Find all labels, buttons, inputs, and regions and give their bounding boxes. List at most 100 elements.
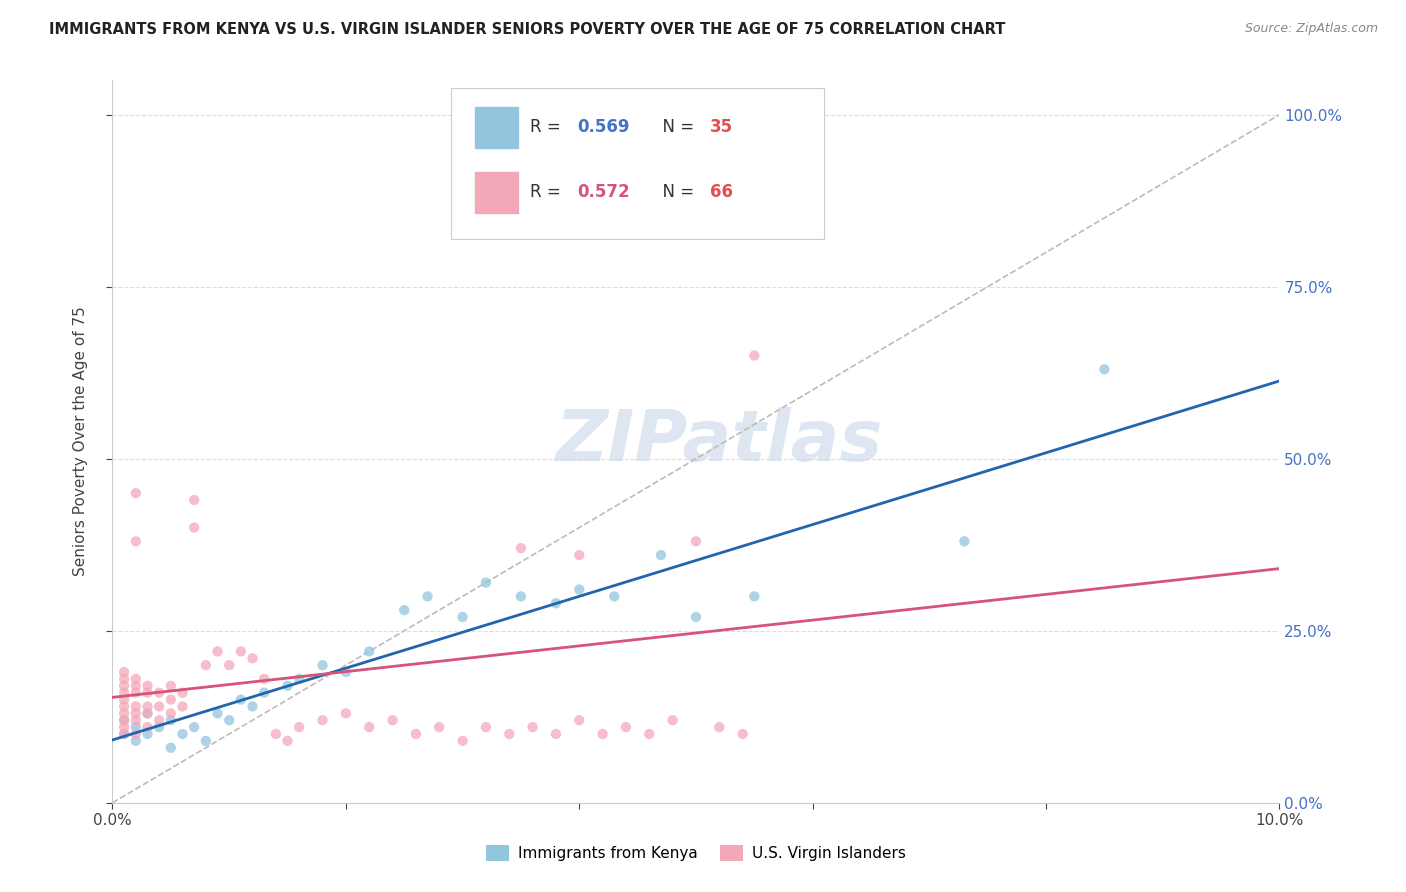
Point [509, 541, 531, 556]
Point [359, 720, 381, 734]
Point [475, 720, 498, 734]
Point [685, 534, 707, 549]
Point [381, 713, 404, 727]
Point [183, 493, 205, 508]
Text: IMMIGRANTS FROM KENYA VS U.S. VIRGIN ISLANDER SENIORS POVERTY OVER THE AGE OF 75: IMMIGRANTS FROM KENYA VS U.S. VIRGIN ISL… [49, 22, 1005, 37]
Point [160, 692, 183, 706]
Point [229, 692, 252, 706]
Point [522, 720, 544, 734]
Point [592, 727, 614, 741]
Point [509, 590, 531, 604]
Point [136, 686, 159, 700]
Point [650, 548, 672, 562]
Point [731, 727, 754, 741]
Point [1094, 362, 1116, 376]
Point [242, 651, 264, 665]
Point [183, 520, 205, 534]
Point [742, 197, 765, 211]
Text: 66: 66 [710, 183, 733, 202]
Point [311, 713, 333, 727]
Point [112, 713, 135, 727]
Point [136, 720, 159, 734]
Point [125, 486, 148, 500]
Point [112, 727, 135, 741]
Point [288, 672, 311, 686]
Point [125, 734, 148, 748]
Point [136, 706, 159, 721]
Point [253, 686, 276, 700]
Point [194, 734, 217, 748]
Point [311, 658, 333, 673]
Point [112, 713, 135, 727]
Point [288, 720, 311, 734]
Point [183, 720, 205, 734]
Point [136, 727, 159, 741]
Point [194, 658, 217, 673]
Point [125, 699, 148, 714]
Point [160, 679, 183, 693]
Point [125, 713, 148, 727]
Text: 0.572: 0.572 [576, 183, 630, 202]
Point [229, 644, 252, 658]
Text: N =: N = [651, 119, 699, 136]
Point [112, 686, 135, 700]
Point [136, 679, 159, 693]
Point [568, 713, 591, 727]
Text: R =: R = [530, 119, 567, 136]
Point [475, 575, 498, 590]
Point [112, 665, 135, 679]
Point [112, 706, 135, 721]
Point [172, 686, 194, 700]
Point [742, 349, 765, 363]
Point [264, 727, 287, 741]
Point [125, 720, 148, 734]
Point [207, 706, 229, 721]
FancyBboxPatch shape [451, 87, 824, 239]
Point [160, 740, 183, 755]
Point [603, 590, 626, 604]
Point [125, 672, 148, 686]
Point [709, 720, 731, 734]
Point [112, 699, 135, 714]
Point [405, 727, 427, 741]
Point [172, 727, 194, 741]
Point [253, 672, 276, 686]
Point [427, 720, 450, 734]
Point [125, 727, 148, 741]
Legend: Immigrants from Kenya, U.S. Virgin Islanders: Immigrants from Kenya, U.S. Virgin Islan… [479, 839, 912, 867]
Point [394, 603, 416, 617]
Point [112, 679, 135, 693]
Point [148, 713, 170, 727]
Point [335, 665, 357, 679]
Point [544, 596, 567, 610]
Point [148, 686, 170, 700]
Point [685, 610, 707, 624]
Text: 35: 35 [710, 119, 733, 136]
Text: 0.569: 0.569 [576, 119, 630, 136]
Point [112, 720, 135, 734]
Point [136, 706, 159, 721]
Text: ZIPatlas: ZIPatlas [555, 407, 883, 476]
Point [112, 727, 135, 741]
Point [359, 644, 381, 658]
Point [160, 713, 183, 727]
Text: R =: R = [530, 183, 567, 202]
Point [148, 720, 170, 734]
Point [451, 734, 474, 748]
Point [148, 699, 170, 714]
Point [742, 590, 765, 604]
Point [568, 548, 591, 562]
Point [160, 706, 183, 721]
Point [638, 727, 661, 741]
Point [498, 727, 520, 741]
Point [661, 713, 683, 727]
Point [242, 699, 264, 714]
Point [136, 699, 159, 714]
Point [335, 706, 357, 721]
Point [276, 679, 298, 693]
Point [218, 658, 240, 673]
Point [544, 727, 567, 741]
FancyBboxPatch shape [474, 105, 519, 149]
Point [112, 672, 135, 686]
Point [614, 720, 637, 734]
